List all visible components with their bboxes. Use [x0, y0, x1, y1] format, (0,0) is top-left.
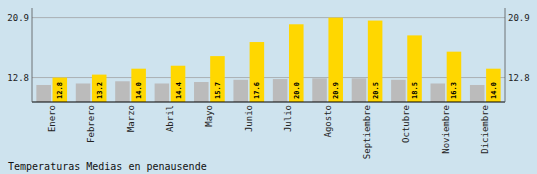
bar [391, 80, 406, 102]
data-label: 14.0 [135, 82, 143, 99]
bar [407, 35, 422, 102]
data-label: 15.7 [214, 82, 222, 99]
data-label: 20.9 [332, 82, 340, 99]
grid-line [32, 17, 505, 18]
chart-svg: 12.8 13.2 14.0 14.4 15.7 17.6 20.0 20.9 20.5 18.5… [0, 0, 537, 174]
bar [289, 24, 304, 102]
y2-axis-line [505, 8, 506, 102]
bar [250, 42, 265, 102]
y-axis-line [32, 8, 33, 102]
bar [115, 81, 130, 102]
x-tick-label: Diciembre [480, 105, 490, 154]
bar [368, 21, 383, 102]
x-tick-label: Abril [165, 105, 175, 132]
bar [131, 69, 146, 102]
data-label: 18.5 [411, 82, 419, 99]
bar [470, 85, 485, 102]
x-tick-label: Enero [47, 105, 57, 132]
x-tick-label: Agosto [323, 105, 333, 138]
bar [328, 18, 343, 102]
data-label: 13.2 [96, 82, 104, 99]
y2-tick-label: 20.9 [508, 13, 530, 23]
data-label: 12.8 [56, 82, 64, 99]
bar [53, 78, 68, 102]
bar [431, 83, 446, 102]
x-tick-label: Octubre [401, 105, 411, 143]
x-tick-label: Marzo [126, 105, 136, 132]
bars [36, 18, 500, 102]
title: Temperaturas Medias en penausende [8, 161, 207, 172]
x-tick-label: Septiembre [362, 105, 372, 159]
bar [155, 83, 170, 102]
x-tick-label: Junio [244, 105, 254, 132]
y2-tick-label: 12.8 [508, 73, 530, 83]
x-tick-label: Mayo [204, 105, 214, 127]
bar [194, 82, 209, 102]
chart-container: 12.8 13.2 14.0 14.4 15.7 17.6 20.0 20.9 20.5 18.5… [0, 0, 537, 174]
bar [312, 78, 327, 102]
data-label: 16.3 [450, 82, 458, 99]
x-tick-label: Julio [283, 105, 293, 132]
x-axis-line [32, 102, 505, 103]
bar [92, 75, 107, 102]
bar [273, 79, 288, 102]
bar [36, 85, 51, 102]
x-tick-label: Noviembre [441, 105, 451, 154]
data-label: 17.6 [253, 82, 261, 99]
data-label: 14.0 [490, 82, 498, 99]
y-tick-label: 12.8 [7, 73, 29, 83]
bar [233, 80, 248, 102]
bar [352, 78, 367, 102]
x-tick-label: Febrero [86, 105, 96, 143]
data-label: 20.5 [372, 82, 380, 99]
bar [171, 66, 186, 102]
y-tick-label: 20.9 [7, 13, 29, 23]
bar [486, 69, 501, 102]
bar [210, 56, 225, 102]
data-label: 20.0 [293, 82, 301, 99]
bar [76, 83, 91, 102]
data-label: 14.4 [175, 82, 183, 99]
bar [447, 52, 462, 102]
